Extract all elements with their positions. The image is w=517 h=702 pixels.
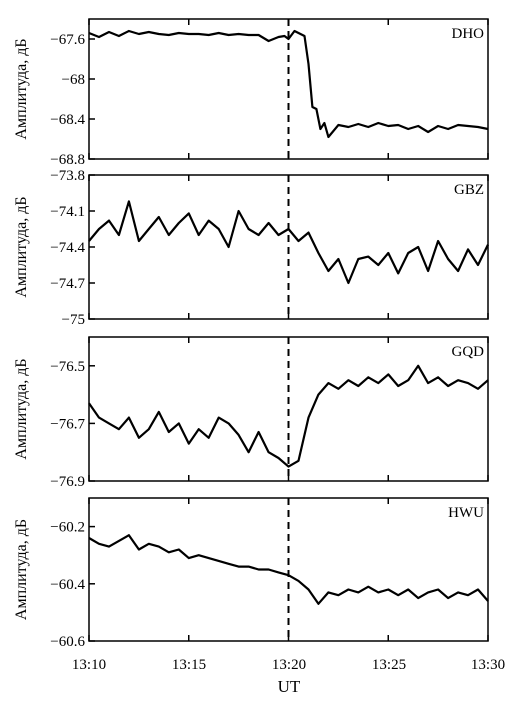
y-tick-label: −73.8 <box>50 168 85 184</box>
y-tick-label: −60.2 <box>50 520 85 536</box>
y-tick-label: −75 <box>62 312 85 328</box>
station-label: GQD <box>452 344 485 360</box>
y-tick-label: −74.1 <box>50 204 85 220</box>
panel-gqd: −76.5 −76.7 −76.9 GQD Амплитуда, дБ <box>13 336 489 490</box>
y-tick-label: −76.9 <box>50 474 85 490</box>
x-tick-label: 13:20 <box>272 657 306 673</box>
series-line-gqd <box>88 364 489 468</box>
y-tick-label: −76.7 <box>50 416 85 432</box>
station-label: GBZ <box>454 182 484 198</box>
x-tick-label: 13:10 <box>72 657 106 673</box>
y-tick-label: −67.6 <box>50 32 85 48</box>
x-axis-label: UT <box>278 677 301 696</box>
panel-gbz: −73.8 −74.1 −74.4 −74.7 −75 GBZ Амплитуда, дБ <box>13 168 489 328</box>
series-line-hwu <box>88 534 489 605</box>
panel-dho: −67.6 −68 −68.4 −68.8 DHO Амплитуда, дБ <box>13 18 489 168</box>
y-tick-label: −74.7 <box>50 276 85 292</box>
y-axis-label: Амплитуда, дБ <box>13 38 30 139</box>
station-label: DHO <box>452 26 485 42</box>
x-axis: 13:10 13:15 13:20 13:25 13:30 UT <box>72 657 505 696</box>
y-tick-label: −68.4 <box>50 112 85 128</box>
series-line-dho <box>88 29 489 139</box>
x-tick-label: 13:30 <box>471 657 505 673</box>
y-axis-label: Амплитуда, дБ <box>13 358 30 459</box>
y-axis-label: Амплитуда, дБ <box>13 519 30 620</box>
x-tick-label: 13:15 <box>172 657 206 673</box>
y-tick-label: −74.4 <box>50 240 85 256</box>
station-label: HWU <box>448 505 484 521</box>
y-tick-label: −76.5 <box>50 359 85 375</box>
y-axis-label: Амплитуда, дБ <box>13 196 30 297</box>
x-tick-label: 13:25 <box>372 657 406 673</box>
y-tick-label: −60.6 <box>50 634 85 650</box>
y-tick-label: −68.8 <box>50 152 85 168</box>
y-tick-label: −68 <box>62 72 85 88</box>
panel-hwu: −60.2 −60.4 −60.6 HWU Амплитуда, дБ <box>13 497 489 650</box>
y-tick-label: −60.4 <box>50 577 85 593</box>
